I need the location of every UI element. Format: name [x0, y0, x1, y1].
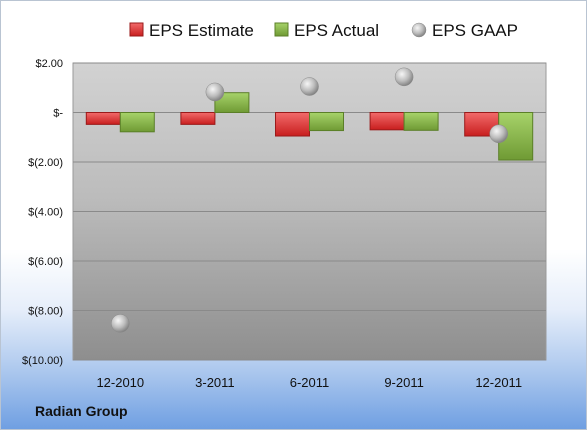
eps-gaap-marker: [300, 77, 319, 96]
eps-gaap-marker: [489, 124, 508, 144]
legend-label: EPS GAAP: [432, 21, 518, 40]
eps-gaap-marker: [205, 82, 225, 102]
legend-swatch-gaap: [411, 22, 427, 38]
company-label: Radian Group: [35, 403, 128, 419]
eps-actual-bar: [119, 112, 155, 133]
eps-estimate-bar: [275, 112, 310, 137]
legend-label: EPS Actual: [294, 21, 379, 40]
x-tick-label: 12-2010: [96, 375, 144, 390]
x-tick-label: 3-2011: [195, 375, 235, 390]
x-tick-label: 9-2011: [384, 375, 424, 390]
eps-gaap-marker: [394, 67, 414, 87]
eps-estimate-bar: [180, 112, 216, 125]
y-tick-label: $2.00: [35, 58, 63, 70]
eps-estimate-bar: [85, 112, 121, 125]
eps-actual-bar: [403, 112, 439, 131]
y-tick-label: $-: [53, 108, 63, 120]
gaap-markers: [111, 67, 508, 333]
x-tick-label: 6-2011: [290, 375, 330, 390]
legend-label: EPS Estimate: [149, 21, 254, 40]
x-axis: 12-2010 3-2011 6-2011 9-2011 12-2011: [96, 375, 522, 390]
legend-swatch-actual: [274, 22, 289, 37]
legend-swatch-estimate: [129, 22, 144, 37]
legend: EPS Estimate EPS Actual EPS GAAP: [129, 21, 518, 40]
y-tick-label: $(4.00): [28, 207, 63, 219]
eps-estimate-bar: [369, 112, 405, 131]
eps-actual-bar: [214, 92, 250, 113]
y-axis: $2.00 $- $(2.00) $(4.00) $(6.00) $(8.00) $(10.…: [22, 58, 63, 367]
eps-actual-bar: [309, 112, 344, 132]
y-tick-label: $(6.00): [28, 256, 63, 268]
x-tick-label: 12-2011: [475, 375, 522, 390]
y-tick-label: $(8.00): [28, 306, 63, 318]
eps-gaap-marker: [111, 314, 130, 333]
y-tick-label: $(2.00): [28, 157, 63, 169]
y-tick-label: $(10.00): [22, 355, 63, 367]
